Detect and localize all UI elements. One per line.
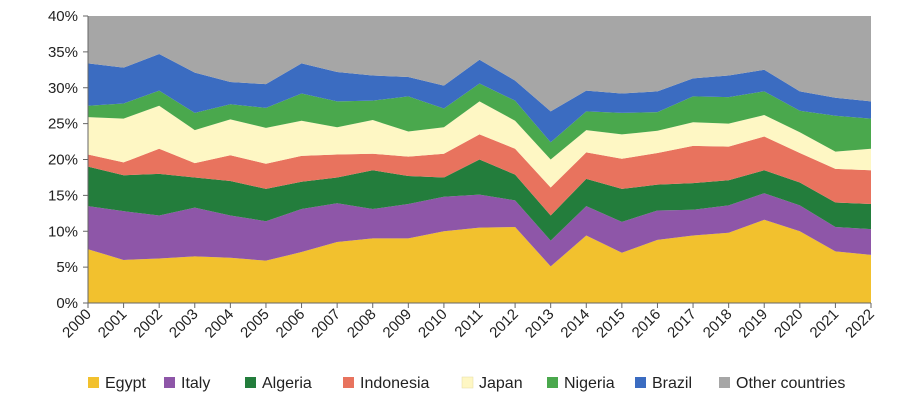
x-tick-label: 2003 (166, 306, 202, 342)
area-series-other-countries (88, 16, 871, 112)
x-tick-label: 2019 (735, 306, 771, 342)
x-tick-label: 2008 (344, 306, 380, 342)
x-tick-label: 2001 (95, 306, 131, 342)
area-series-egypt (88, 219, 871, 303)
legend-label: Other countries (736, 375, 845, 392)
y-tick-label: 30% (48, 80, 78, 97)
x-tick-label: 2013 (522, 306, 558, 342)
x-tick-label: 2004 (202, 306, 238, 342)
area-series-algeria (88, 159, 871, 241)
y-tick-label: 10% (48, 223, 78, 240)
legend-swatch (343, 377, 354, 388)
x-tick-label: 2014 (557, 306, 593, 342)
x-axis-ticks: 2000 2001 2002 2003 2004 2005 2006 2007 2008 2009… (59, 303, 878, 341)
x-tick-label: 2006 (273, 306, 309, 342)
x-tick-label: 2005 (237, 306, 273, 342)
x-tick-label: 2015 (593, 306, 629, 342)
y-tick-label: 0% (56, 295, 78, 312)
legend-label: Japan (479, 375, 523, 392)
x-tick-label: 2018 (700, 306, 736, 342)
legend-label: Algeria (262, 375, 312, 392)
y-axis-ticks: 0% 5% 10% 15% 20% 25% 30% 35% 40% (48, 8, 88, 312)
area-series-italy (88, 193, 871, 267)
y-tick-label: 35% (48, 44, 78, 61)
x-tick-label: 2016 (629, 306, 665, 342)
legend-swatch (245, 377, 256, 388)
y-tick-label: 40% (48, 8, 78, 25)
legend-swatch (461, 376, 474, 389)
legend-swatch (164, 377, 175, 388)
legend-swatch (635, 377, 646, 388)
y-tick-label: 5% (56, 259, 78, 276)
x-tick-label: 2007 (308, 306, 344, 342)
area-series-brazil (88, 54, 871, 143)
legend-label: Nigeria (564, 375, 615, 392)
y-tick-label: 20% (48, 152, 78, 169)
x-tick-label: 2009 (380, 306, 416, 342)
plot-area (88, 16, 871, 303)
legend-label: Egypt (105, 375, 146, 392)
x-tick-label: 2012 (486, 306, 522, 342)
x-tick-label: 2010 (415, 306, 451, 342)
legend: Egypt Italy Algeria Indonesia Japan Nigeria Br… (88, 375, 845, 392)
y-tick-label: 25% (48, 116, 78, 133)
x-tick-label: 2002 (130, 306, 166, 342)
x-tick-label: 2022 (842, 306, 878, 342)
area-series-japan (88, 101, 871, 188)
x-tick-label: 2011 (451, 306, 486, 341)
legend-label: Indonesia (360, 375, 429, 392)
x-tick-label: 2020 (771, 306, 807, 342)
y-tick-label: 15% (48, 187, 78, 204)
legend-label: Italy (181, 375, 210, 392)
x-tick-label: 2021 (807, 306, 843, 342)
x-tick-label: 2017 (664, 306, 700, 342)
area-series-nigeria (88, 83, 871, 160)
legend-label: Brazil (652, 375, 692, 392)
legend-swatch (719, 377, 730, 388)
legend-swatch (547, 377, 558, 388)
area-series-indonesia (88, 134, 871, 216)
legend-swatch (88, 377, 99, 388)
